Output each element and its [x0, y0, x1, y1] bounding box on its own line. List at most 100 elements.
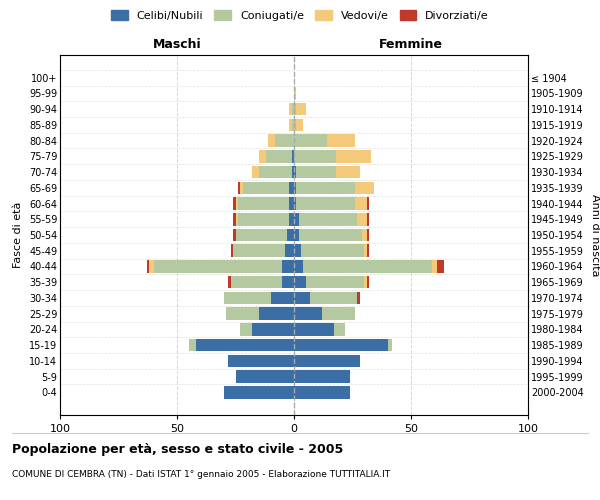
- Bar: [259, 150, 266, 162]
- Bar: [236, 228, 287, 241]
- Bar: [294, 197, 296, 210]
- Bar: [242, 182, 289, 194]
- Bar: [294, 386, 350, 398]
- Bar: [296, 118, 304, 131]
- Bar: [294, 308, 322, 320]
- Bar: [296, 103, 306, 116]
- Bar: [357, 292, 359, 304]
- Bar: [146, 260, 149, 273]
- Bar: [294, 244, 301, 257]
- Bar: [367, 197, 369, 210]
- Bar: [154, 260, 283, 273]
- Text: Popolazione per età, sesso e stato civile - 2005: Popolazione per età, sesso e stato civil…: [12, 442, 343, 456]
- Bar: [367, 244, 369, 257]
- Bar: [327, 134, 355, 147]
- Bar: [432, 260, 437, 273]
- Bar: [355, 197, 367, 210]
- Bar: [231, 276, 283, 288]
- Bar: [229, 276, 231, 288]
- Bar: [367, 213, 369, 226]
- Bar: [296, 182, 355, 194]
- Bar: [283, 260, 294, 273]
- Bar: [289, 213, 294, 226]
- Bar: [224, 292, 271, 304]
- Bar: [240, 182, 242, 194]
- Y-axis label: Anni di nascita: Anni di nascita: [590, 194, 600, 276]
- Bar: [233, 213, 235, 226]
- Bar: [289, 197, 294, 210]
- Bar: [292, 166, 294, 178]
- Bar: [294, 339, 388, 351]
- Bar: [292, 150, 294, 162]
- Bar: [437, 260, 444, 273]
- Text: COMUNE DI CEMBRA (TN) - Dati ISTAT 1° gennaio 2005 - Elaborazione TUTTITALIA.IT: COMUNE DI CEMBRA (TN) - Dati ISTAT 1° ge…: [12, 470, 390, 479]
- Bar: [271, 292, 294, 304]
- Bar: [284, 244, 294, 257]
- Bar: [289, 182, 294, 194]
- Bar: [294, 260, 304, 273]
- Text: Maschi: Maschi: [152, 38, 202, 51]
- Bar: [294, 103, 296, 116]
- Bar: [268, 134, 275, 147]
- Bar: [289, 103, 292, 116]
- Bar: [259, 308, 294, 320]
- Bar: [296, 197, 355, 210]
- Bar: [299, 213, 357, 226]
- Bar: [275, 134, 294, 147]
- Bar: [252, 323, 294, 336]
- Bar: [294, 292, 310, 304]
- Bar: [296, 166, 336, 178]
- Bar: [306, 276, 364, 288]
- Bar: [294, 166, 296, 178]
- Bar: [294, 150, 336, 162]
- Y-axis label: Fasce di età: Fasce di età: [13, 202, 23, 268]
- Bar: [233, 244, 284, 257]
- Bar: [229, 354, 294, 367]
- Bar: [266, 150, 292, 162]
- Bar: [226, 308, 259, 320]
- Bar: [294, 118, 296, 131]
- Text: Femmine: Femmine: [379, 38, 443, 51]
- Legend: Celibi/Nubili, Coniugati/e, Vedovi/e, Divorziati/e: Celibi/Nubili, Coniugati/e, Vedovi/e, Di…: [107, 6, 493, 25]
- Bar: [388, 339, 392, 351]
- Bar: [294, 323, 334, 336]
- Bar: [294, 213, 299, 226]
- Bar: [238, 213, 289, 226]
- Bar: [362, 228, 367, 241]
- Bar: [233, 228, 235, 241]
- Bar: [364, 276, 367, 288]
- Bar: [294, 182, 296, 194]
- Bar: [294, 228, 299, 241]
- Bar: [367, 228, 369, 241]
- Bar: [355, 182, 374, 194]
- Bar: [252, 166, 259, 178]
- Bar: [235, 370, 294, 383]
- Bar: [287, 228, 294, 241]
- Bar: [283, 276, 294, 288]
- Bar: [240, 323, 252, 336]
- Bar: [304, 260, 432, 273]
- Bar: [310, 292, 357, 304]
- Bar: [357, 213, 367, 226]
- Bar: [292, 118, 294, 131]
- Bar: [294, 134, 327, 147]
- Bar: [238, 182, 240, 194]
- Bar: [238, 197, 289, 210]
- Bar: [231, 244, 233, 257]
- Bar: [294, 370, 350, 383]
- Bar: [259, 166, 292, 178]
- Bar: [196, 339, 294, 351]
- Bar: [292, 103, 294, 116]
- Bar: [233, 197, 235, 210]
- Bar: [188, 339, 196, 351]
- Bar: [336, 166, 359, 178]
- Bar: [149, 260, 154, 273]
- Bar: [364, 244, 367, 257]
- Bar: [294, 87, 296, 100]
- Bar: [322, 308, 355, 320]
- Bar: [294, 276, 306, 288]
- Bar: [336, 150, 371, 162]
- Bar: [289, 118, 292, 131]
- Bar: [301, 244, 364, 257]
- Bar: [235, 213, 238, 226]
